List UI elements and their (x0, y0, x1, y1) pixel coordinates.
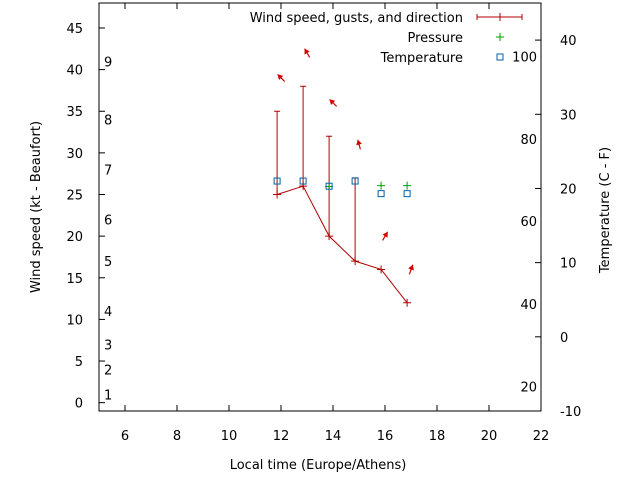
wind-arrow-head (382, 231, 388, 238)
x-tick-label: 22 (533, 429, 550, 444)
wind-arrow-head (304, 48, 310, 55)
wind-speed-point (351, 257, 360, 266)
wind-direction-arrow (382, 231, 389, 241)
x-tick-label: 16 (377, 429, 394, 444)
x-tick-label: 10 (221, 429, 238, 444)
wind-speed-point (403, 298, 412, 307)
beaufort-label: 2 (104, 363, 112, 378)
y-left-tick-label: 30 (66, 147, 83, 162)
y-right-tick-label: 20 (560, 182, 577, 197)
wind-speed-point (273, 190, 282, 199)
beaufort-label: 3 (104, 338, 112, 353)
beaufort-label: 4 (104, 305, 112, 320)
x-tick-label: 20 (481, 429, 498, 444)
legend-label: Pressure (407, 31, 463, 46)
y-left-tick-label: 0 (75, 397, 83, 412)
y-left-tick-label: 35 (66, 105, 83, 120)
y-left-tick-label: 45 (66, 22, 83, 37)
y-left-tick-label: 25 (66, 189, 83, 204)
pressure-point (377, 181, 386, 190)
legend-label: Wind speed, gusts, and direction (250, 11, 463, 26)
temperature-point (403, 190, 411, 198)
y-left-tick-label: 10 (66, 313, 83, 328)
wind-speed-point (325, 232, 334, 241)
y-left-tick-label: 15 (66, 272, 83, 287)
legend: Wind speed, gusts, and direction Pressure… (250, 11, 523, 66)
wind-direction-arrow (408, 264, 414, 275)
y-left-tick-label: 20 (66, 230, 83, 245)
y-right-tick-label: 0 (560, 331, 568, 346)
temperature-point (273, 177, 281, 185)
wind-speed-point (377, 265, 386, 274)
wind-direction-arrow (277, 73, 286, 82)
y-left-tick-label: 5 (75, 355, 83, 370)
x-axis-label: Local time (Europe/Athens) (230, 458, 407, 473)
fahrenheit-label: 100 (512, 50, 537, 65)
beaufort-label: 1 (104, 388, 112, 403)
plot-frame (98, 2, 542, 412)
x-tick-label: 6 (121, 429, 129, 444)
wind-arrow-head (408, 264, 414, 271)
wind-arrow-head (356, 139, 362, 146)
y-right-tick-label: -10 (560, 405, 581, 420)
x-tick-label: 12 (273, 429, 290, 444)
beaufort-label: 6 (104, 213, 112, 228)
x-tick-label: 14 (325, 429, 342, 444)
beaufort-label: 8 (104, 114, 112, 129)
fahrenheit-label: 40 (520, 298, 537, 313)
legend-temperature-marker (496, 53, 504, 61)
temperature-point (299, 177, 307, 185)
legend-pressure-marker (496, 33, 504, 41)
wind-direction-arrow (356, 139, 362, 150)
temperature-point (351, 177, 359, 185)
wind-direction-arrow (329, 98, 338, 107)
legend-wind-marker (496, 13, 504, 21)
fahrenheit-label: 60 (520, 215, 537, 230)
wind-speed-line (276, 185, 408, 304)
y-right-tick-label: 40 (560, 34, 577, 49)
temperature-point (325, 182, 333, 190)
pressure-point (403, 181, 412, 190)
x-tick-label: 18 (429, 429, 446, 444)
beaufort-label: 7 (104, 164, 112, 179)
tick-labels: 6 8 10 12 14 16 18 20 22051015202530354045-10010… (66, 22, 581, 444)
wind-speed-point (299, 182, 308, 191)
axis-ticks (99, 3, 542, 412)
y-right-tick-label: 30 (560, 108, 577, 123)
legend-label: Temperature (380, 51, 463, 66)
y-axis-right-label: Temperature (C - F) (598, 147, 613, 274)
wind-direction-arrow (304, 48, 311, 58)
temperature-point (377, 190, 385, 198)
y-axis-left-label: Wind speed (kt - Beaufort) (29, 121, 44, 293)
fahrenheit-label: 80 (520, 133, 537, 148)
wind-arrow-head (277, 74, 284, 81)
beaufort-label: 9 (104, 55, 112, 70)
y-left-tick-label: 40 (66, 64, 83, 79)
beaufort-label: 5 (104, 255, 112, 270)
wind-arrow-head (329, 99, 336, 106)
fahrenheit-label: 20 (520, 381, 537, 396)
data-series (273, 48, 414, 307)
x-tick-label: 8 (173, 429, 181, 444)
y-right-tick-label: 10 (560, 257, 577, 272)
